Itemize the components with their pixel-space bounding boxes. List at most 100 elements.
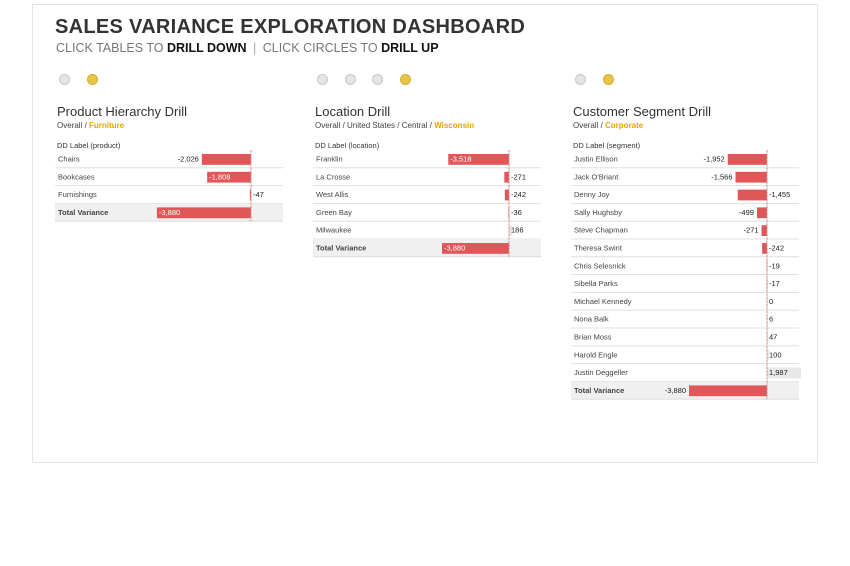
variance-bar[interactable]	[727, 154, 767, 165]
variance-row[interactable]: La Crosse -271	[313, 171, 541, 186]
segment-variance-chart[interactable]: Justin Ellison -1,952 Jack O'Briant -1,566 D…	[571, 150, 801, 406]
variance-bar[interactable]	[448, 154, 509, 165]
variance-row[interactable]: West Allis -242	[313, 189, 541, 204]
variance-row[interactable]: Michael Kennedy 0	[571, 296, 799, 311]
variance-bar[interactable]	[767, 349, 770, 361]
variance-row[interactable]: Harold Engle 100	[571, 349, 799, 365]
drill-up-circle-4[interactable]	[399, 74, 411, 85]
customer-segment-panel: Customer Segment Drill Overall / Corpora…	[571, 70, 801, 400]
variance-row[interactable]: Chairs -2,026	[55, 154, 283, 169]
breadcrumb: Overall / United States / Central / Wisc…	[315, 121, 474, 130]
variance-row[interactable]: Brian Moss 47	[571, 332, 799, 347]
breadcrumb-item: Overall	[315, 121, 341, 130]
subtitle-text-1: CLICK TABLES TO	[56, 41, 164, 55]
variance-row[interactable]: Nona Balk 6	[571, 314, 799, 329]
category-label: Brian Moss	[574, 333, 612, 342]
total-variance-row[interactable]: Total Variance -3,880	[55, 203, 283, 222]
category-label: La Crosse	[316, 172, 350, 181]
variance-row[interactable]: Sally Hughsby -499	[571, 207, 799, 222]
value-label: -3,518	[450, 155, 471, 164]
value-label: -242	[769, 244, 784, 253]
subtitle-drill-up: DRILL UP	[381, 41, 439, 55]
variance-bar[interactable]	[767, 296, 768, 308]
variance-row[interactable]: Green Bay -36	[313, 207, 541, 222]
variance-bar[interactable]	[504, 189, 509, 201]
value-label: -1,566	[711, 172, 732, 181]
value-label: 6	[769, 315, 773, 324]
variance-row[interactable]: Chris Selesnick -19	[571, 260, 799, 275]
value-label: -47	[253, 190, 264, 199]
value-label: -499	[739, 208, 754, 217]
drill-up-circle-1[interactable]	[59, 74, 70, 85]
drill-up-circle-1[interactable]	[575, 74, 586, 85]
variance-row[interactable]: Denny Joy -1,455	[571, 189, 799, 204]
variance-row[interactable]: Jack O'Briant -1,566	[571, 171, 799, 186]
product-variance-chart[interactable]: Chairs -2,026 Bookcases -1,808 Furnishings -4…	[55, 150, 285, 228]
variance-row[interactable]: Steve Chapman -271	[571, 225, 799, 240]
panel-title: Customer Segment Drill	[573, 104, 711, 119]
drill-up-circle-3[interactable]	[372, 74, 383, 85]
dashboard-frame	[32, 4, 818, 463]
value-label: -242	[511, 190, 526, 199]
dd-label-header: DD Label (product)	[57, 141, 121, 150]
breadcrumb-separator: /	[427, 121, 435, 130]
breadcrumb-separator: /	[340, 121, 348, 130]
variance-bar[interactable]	[442, 243, 509, 254]
variance-bar[interactable]	[249, 189, 251, 201]
variance-bar[interactable]	[767, 332, 768, 343]
drill-up-circle-2[interactable]	[86, 74, 98, 85]
category-label: Sally Hughsby	[574, 208, 622, 217]
category-label: Milwaukee	[316, 226, 351, 235]
category-label: Jack O'Briant	[574, 172, 619, 181]
variance-bar[interactable]	[767, 314, 768, 325]
value-label: -1,455	[769, 190, 790, 199]
variance-row[interactable]: Justin Ellison -1,952	[571, 154, 799, 169]
variance-row[interactable]: Milwaukee 186	[313, 225, 541, 240]
variance-bar[interactable]	[737, 189, 767, 201]
panel-title: Location Drill	[315, 104, 391, 119]
drill-up-circle-2[interactable]	[344, 74, 356, 85]
total-variance-row[interactable]: Total Variance -3,880	[571, 381, 799, 400]
variance-row[interactable]: Franklin -3,518	[313, 154, 541, 169]
drill-up-circle-2[interactable]	[602, 74, 614, 85]
category-label: Total Variance	[58, 208, 108, 217]
value-label: 47	[769, 333, 777, 342]
value-label: -1,952	[703, 155, 724, 164]
variance-bar[interactable]	[761, 225, 767, 236]
variance-row[interactable]: Furnishings -47	[55, 189, 283, 204]
breadcrumb-item: Overall	[57, 121, 83, 130]
variance-bar[interactable]	[735, 171, 767, 183]
value-label: -19	[769, 261, 780, 270]
total-variance-row[interactable]: Total Variance -3,880	[313, 239, 541, 258]
breadcrumb-item: Wisconsin	[434, 121, 475, 130]
variance-bar[interactable]	[156, 207, 251, 219]
drill-up-circle-1[interactable]	[317, 74, 328, 85]
category-label: Theresa Swint	[574, 244, 623, 253]
variance-bar[interactable]	[756, 207, 767, 219]
variance-bar[interactable]	[201, 154, 251, 165]
variance-bar[interactable]	[509, 225, 513, 236]
value-label: -3,880	[159, 208, 180, 217]
category-label: Chris Selesnick	[574, 261, 626, 270]
value-label: 186	[511, 226, 524, 235]
variance-bar[interactable]	[689, 385, 767, 397]
breadcrumb-separator: /	[598, 121, 606, 130]
variance-bar[interactable]	[762, 243, 767, 254]
variance-bar[interactable]	[767, 367, 801, 379]
variance-bar[interactable]	[207, 171, 251, 183]
variance-bar[interactable]	[504, 171, 509, 183]
variance-row[interactable]: Theresa Swint -242	[571, 243, 799, 258]
breadcrumb: Overall / Furniture	[57, 121, 124, 130]
category-label: Total Variance	[574, 386, 624, 395]
breadcrumb-item: Overall	[573, 121, 599, 130]
dashboard-title: SALES VARIANCE EXPLORATION DASHBOARD	[55, 16, 526, 38]
variance-row[interactable]: Bookcases -1,808	[55, 171, 283, 186]
category-label: Michael Kennedy	[574, 297, 632, 306]
drill-up-circles	[571, 70, 801, 88]
category-label: Bookcases	[58, 172, 95, 181]
location-variance-chart[interactable]: Franklin -3,518 La Crosse -271 West Allis -24…	[313, 150, 543, 263]
variance-row[interactable]: Justin Deggeller 1,987	[571, 367, 801, 382]
variance-row[interactable]: Sibella Parks -17	[571, 278, 799, 293]
dashboard-subtitle: CLICK TABLES TO DRILL DOWN | CLICK CIRCL…	[56, 41, 439, 55]
subtitle-text-2: CLICK CIRCLES TO	[262, 41, 378, 55]
